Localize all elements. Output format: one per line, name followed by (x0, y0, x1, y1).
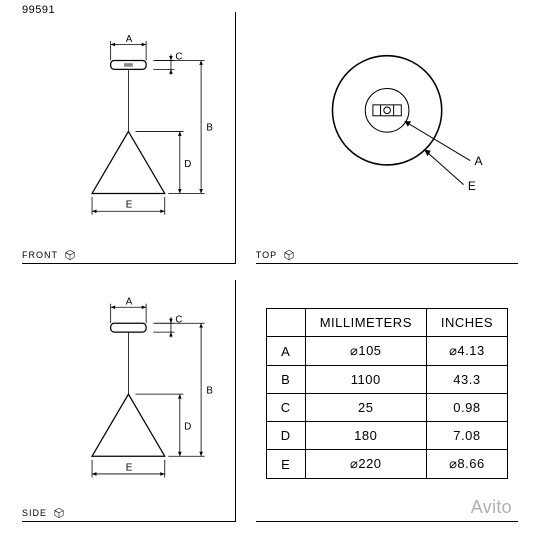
top-view-svg: A E (256, 12, 518, 263)
drawing-grid: A C B D (22, 12, 518, 522)
table-row: C 25 0.98 (266, 394, 507, 422)
cube-icon (64, 249, 76, 261)
cell-top: A E TOP (256, 12, 518, 264)
front-view-svg: A C B D (22, 12, 235, 263)
cube-icon (283, 249, 295, 261)
col-mm: MILLIMETERS (305, 309, 426, 337)
svg-text:B: B (206, 386, 213, 397)
label-top-text: TOP (256, 250, 277, 260)
label-side: SIDE (22, 507, 65, 519)
top-dim-E: E (468, 179, 476, 193)
table-row: E ⌀220 ⌀8.66 (266, 450, 507, 479)
cell-front: A C B D (22, 12, 236, 264)
watermark: Avito (471, 497, 512, 518)
label-side-text: SIDE (22, 508, 47, 518)
dimensions-table: MILLIMETERS INCHES A ⌀105 ⌀4.13 B 1100 (266, 308, 508, 479)
top-dim-A: A (474, 154, 482, 168)
label-top: TOP (256, 249, 295, 261)
dim-B: B (206, 123, 213, 134)
dim-C: C (175, 52, 182, 63)
col-inch: INCHES (426, 309, 507, 337)
dim-D: D (184, 159, 191, 170)
dim-E: E (126, 200, 133, 211)
label-front-text: FRONT (22, 250, 58, 260)
svg-text:E: E (126, 463, 133, 474)
table-header-row: MILLIMETERS INCHES (266, 309, 507, 337)
col-blank (266, 309, 305, 337)
table-row: B 1100 43.3 (266, 366, 507, 394)
table-row: D 180 7.08 (266, 422, 507, 450)
cell-side: A C B D (22, 280, 236, 522)
dim-A: A (126, 34, 133, 45)
svg-text:C: C (175, 315, 182, 326)
cube-icon (53, 507, 65, 519)
side-view-svg: A C B D (22, 280, 235, 521)
svg-text:D: D (184, 422, 191, 433)
table-row: A ⌀105 ⌀4.13 (266, 337, 507, 366)
label-front: FRONT (22, 249, 76, 261)
cell-dimensions: MILLIMETERS INCHES A ⌀105 ⌀4.13 B 1100 (256, 280, 518, 522)
svg-text:A: A (126, 297, 133, 308)
